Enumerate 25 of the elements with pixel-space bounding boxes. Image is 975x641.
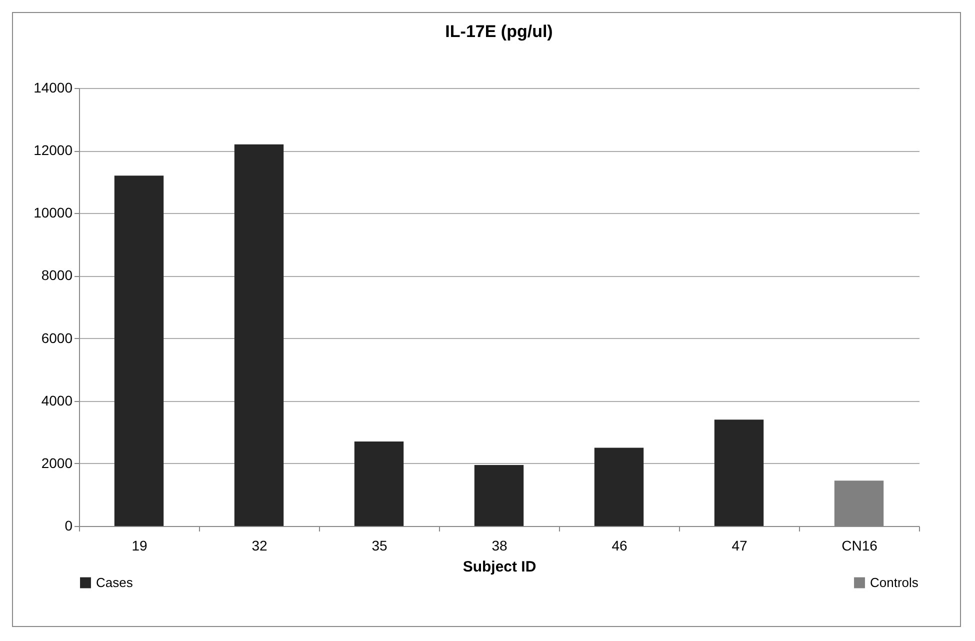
y-tick-label: 6000: [41, 330, 73, 346]
bar: [474, 464, 524, 526]
y-tick-label: 0: [64, 518, 73, 534]
y-tick-label: 8000: [41, 267, 73, 284]
chart-title: IL-17E (pg/ul): [445, 22, 553, 41]
x-tick-label: 35: [372, 538, 388, 554]
y-tick-label: 4000: [41, 392, 73, 408]
bar: [714, 420, 764, 526]
x-tick-label: 47: [732, 538, 748, 554]
y-tick-label: 14000: [34, 80, 73, 96]
x-tick-label: CN16: [842, 538, 878, 554]
legend-label: Cases: [96, 574, 134, 590]
x-tick-label: 32: [252, 538, 268, 554]
x-tick-label: 38: [492, 538, 508, 554]
x-tick-label: 46: [612, 538, 628, 554]
bar: [114, 176, 164, 526]
legend-label: Controls: [870, 574, 919, 590]
bar: [234, 144, 284, 526]
bar: [354, 442, 404, 526]
y-tick-label: 2000: [41, 454, 73, 471]
x-axis-title: Subject ID: [462, 558, 536, 576]
bar: [594, 448, 644, 526]
x-tick-label: 19: [132, 538, 148, 554]
y-tick-label: 10000: [34, 204, 73, 221]
y-tick-label: 12000: [34, 142, 73, 158]
